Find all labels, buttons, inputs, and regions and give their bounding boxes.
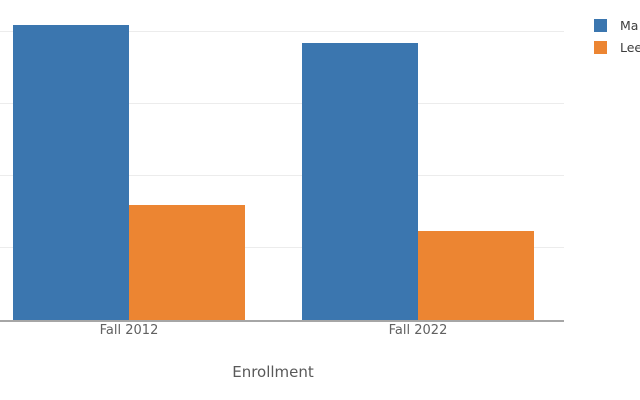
x-tick-label-fall-2022: Fall 2022 bbox=[388, 323, 448, 338]
bar-fall-2022-lee bbox=[418, 231, 534, 320]
gridline bbox=[0, 175, 564, 176]
legend-label: Ma bbox=[620, 17, 639, 33]
legend-swatch-icon bbox=[594, 40, 607, 54]
legend: Ma Lee bbox=[594, 14, 640, 58]
gridline bbox=[0, 247, 564, 248]
bar-fall-2022-ma bbox=[302, 43, 418, 320]
legend-item-lee: Lee bbox=[594, 36, 640, 58]
legend-item-ma: Ma bbox=[594, 14, 640, 36]
bar-fall-2012-ma bbox=[13, 25, 129, 320]
x-tick-label-fall-2012: Fall 2012 bbox=[99, 323, 159, 338]
plot-area bbox=[0, 25, 564, 322]
gridline bbox=[0, 103, 564, 104]
x-axis-tick-labels: Fall 2012 Fall 2022 bbox=[0, 323, 564, 341]
legend-label: Lee bbox=[620, 39, 640, 55]
x-axis-title: Enrollment bbox=[232, 363, 314, 381]
legend-swatch-icon bbox=[594, 18, 607, 32]
bar-fall-2012-lee bbox=[129, 205, 245, 320]
gridline bbox=[0, 31, 564, 32]
